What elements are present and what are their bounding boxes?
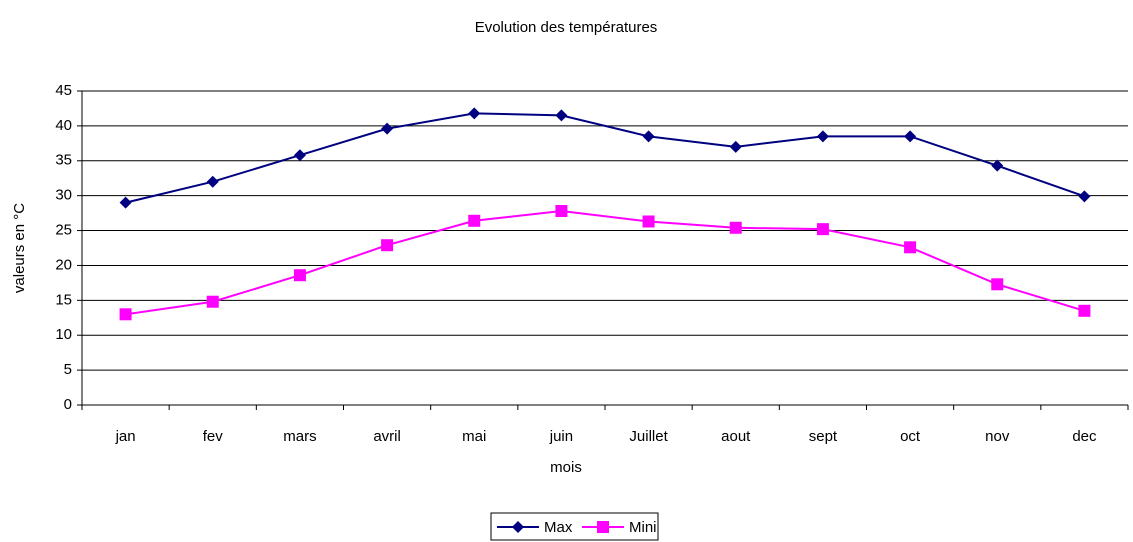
marker	[206, 295, 219, 308]
series-line	[125, 210, 1085, 316]
marker	[381, 122, 394, 135]
x-axis-label: mois	[550, 459, 582, 476]
marker	[642, 215, 655, 228]
x-tick-label: dec	[1072, 428, 1097, 445]
marker	[555, 205, 568, 218]
y-tick-label: 35	[55, 152, 72, 169]
marker	[119, 196, 132, 209]
x-tick-label: aout	[721, 428, 751, 445]
legend-label: Max	[544, 519, 573, 536]
x-tick-label: oct	[900, 428, 921, 445]
y-tick-label: 40	[55, 117, 72, 134]
marker	[904, 241, 917, 254]
legend-label: Mini	[629, 519, 657, 536]
marker	[904, 130, 917, 143]
marker	[468, 107, 481, 120]
marker	[816, 130, 829, 143]
marker	[381, 239, 394, 252]
x-tick-label: juin	[549, 428, 573, 445]
marker	[642, 130, 655, 143]
x-tick-label: fev	[203, 428, 224, 445]
x-tick-label: sept	[809, 428, 838, 445]
marker	[729, 221, 742, 234]
marker	[816, 223, 829, 236]
y-tick-label: 25	[55, 222, 72, 239]
marker	[512, 521, 524, 533]
y-tick-label: 15	[55, 291, 72, 308]
marker	[1078, 190, 1091, 203]
marker	[1078, 304, 1091, 317]
x-tick-label: jan	[115, 428, 136, 445]
y-tick-label: 45	[55, 82, 72, 99]
x-tick-label: nov	[985, 428, 1010, 445]
marker	[991, 159, 1004, 172]
marker	[293, 269, 306, 282]
marker	[119, 308, 132, 321]
marker	[468, 214, 481, 227]
x-tick-label: Juillet	[629, 428, 668, 445]
y-axis-label: valeurs en °C	[11, 203, 28, 293]
y-tick-label: 30	[55, 187, 72, 204]
marker	[991, 278, 1004, 291]
x-tick-label: avril	[373, 428, 401, 445]
marker	[206, 175, 219, 188]
x-tick-label: mars	[283, 428, 316, 445]
series-line	[125, 112, 1085, 204]
y-tick-label: 20	[55, 256, 72, 273]
y-tick-label: 10	[55, 326, 72, 343]
marker	[555, 109, 568, 122]
y-tick-label: 5	[64, 361, 72, 378]
marker	[293, 149, 306, 162]
x-tick-label: mai	[462, 428, 486, 445]
y-tick-label: 0	[64, 396, 72, 413]
marker	[597, 521, 609, 533]
marker	[729, 140, 742, 153]
chart-title: Evolution des températures	[475, 19, 658, 36]
